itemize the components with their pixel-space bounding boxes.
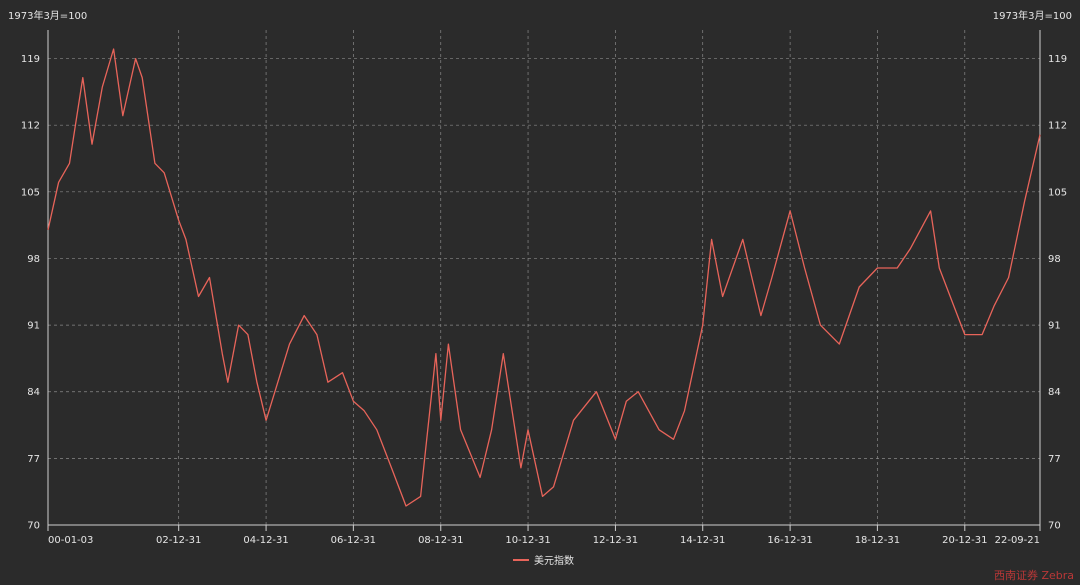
x-tick-label: 12-12-31 [593,535,638,546]
series-line-dollar-index [47,48,1041,507]
x-tick-label: 10-12-31 [505,535,550,546]
y-tick-label-right: 105 [1048,187,1067,198]
left-unit-label: 1973年3月=100 [8,9,87,22]
legend-label: 美元指数 [534,554,574,567]
axes: 70 70 77 77 84 84 91 91 98 98 105 105 112 112 119 119 00… [21,30,1067,546]
y-tick-label-right: 112 [1048,121,1067,132]
y-tick-label-right: 98 [1048,254,1061,265]
y-tick-label-right: 70 [1048,521,1061,532]
y-tick-label-left: 91 [27,321,40,332]
y-tick-label-left: 112 [21,121,40,132]
x-tick-label: 22-09-21 [995,535,1040,546]
y-tick-label-left: 84 [27,387,40,398]
y-tick-label-left: 70 [27,521,40,532]
y-tick-label-right: 91 [1048,321,1061,332]
y-tick-label-left: 105 [21,187,40,198]
x-tick-label: 20-12-31 [942,535,987,546]
x-tick-label: 06-12-31 [331,535,376,546]
grid [48,30,1040,526]
x-tick-label: 16-12-31 [767,535,812,546]
y-tick-label-left: 119 [21,54,40,65]
x-tick-label: 18-12-31 [855,535,900,546]
watermark: 西南证券 Zebra [994,568,1074,582]
y-tick-label-right: 119 [1048,54,1067,65]
x-tick-label: 04-12-31 [243,535,288,546]
x-tick-label: 00-01-03 [48,535,93,546]
y-tick-label-left: 98 [27,254,40,265]
x-tick-label: 14-12-31 [680,535,725,546]
x-tick-label: 02-12-31 [156,535,201,546]
x-tick-label: 08-12-31 [418,535,463,546]
right-unit-label: 1973年3月=100 [993,9,1072,22]
y-tick-label-left: 77 [27,454,40,465]
legend: 美元指数 [513,554,574,567]
series-layer [47,48,1041,507]
y-tick-label-right: 77 [1048,454,1061,465]
y-tick-label-right: 84 [1048,387,1061,398]
